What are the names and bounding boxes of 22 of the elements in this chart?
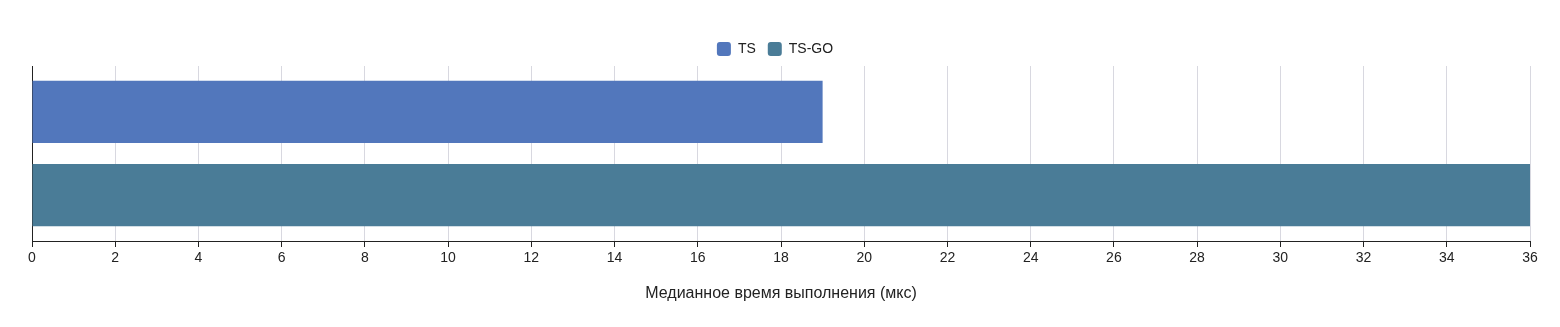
legend-label: TS-GO <box>788 39 834 56</box>
x-tick-label: 0 <box>28 249 37 266</box>
x-tick-label: 4 <box>194 249 203 266</box>
x-tick-label: 34 <box>1438 249 1455 266</box>
x-tick-label: 22 <box>939 249 956 266</box>
x-tick-label: 2 <box>111 249 120 266</box>
x-tick-label: 36 <box>1522 249 1538 266</box>
x-tick-label: 8 <box>360 249 369 266</box>
x-tick-label: 30 <box>1272 249 1289 266</box>
x-tick-label: 26 <box>1106 249 1122 266</box>
x-tick-label: 12 <box>523 249 540 266</box>
x-tick-label: 14 <box>606 249 623 266</box>
x-tick-label: 24 <box>1022 249 1039 266</box>
x-tick-label: 18 <box>773 249 789 266</box>
x-tick-label: 20 <box>856 249 873 266</box>
x-axis-title: Медианное время выполнения (мкс) <box>645 283 917 301</box>
legend-label: TS <box>737 39 756 56</box>
x-tick-label: 28 <box>1189 249 1206 266</box>
x-tick-label: 16 <box>689 249 706 266</box>
x-tick-label: 6 <box>277 249 286 266</box>
x-tick-label: 32 <box>1355 249 1372 266</box>
x-tick-label: 10 <box>440 249 457 266</box>
